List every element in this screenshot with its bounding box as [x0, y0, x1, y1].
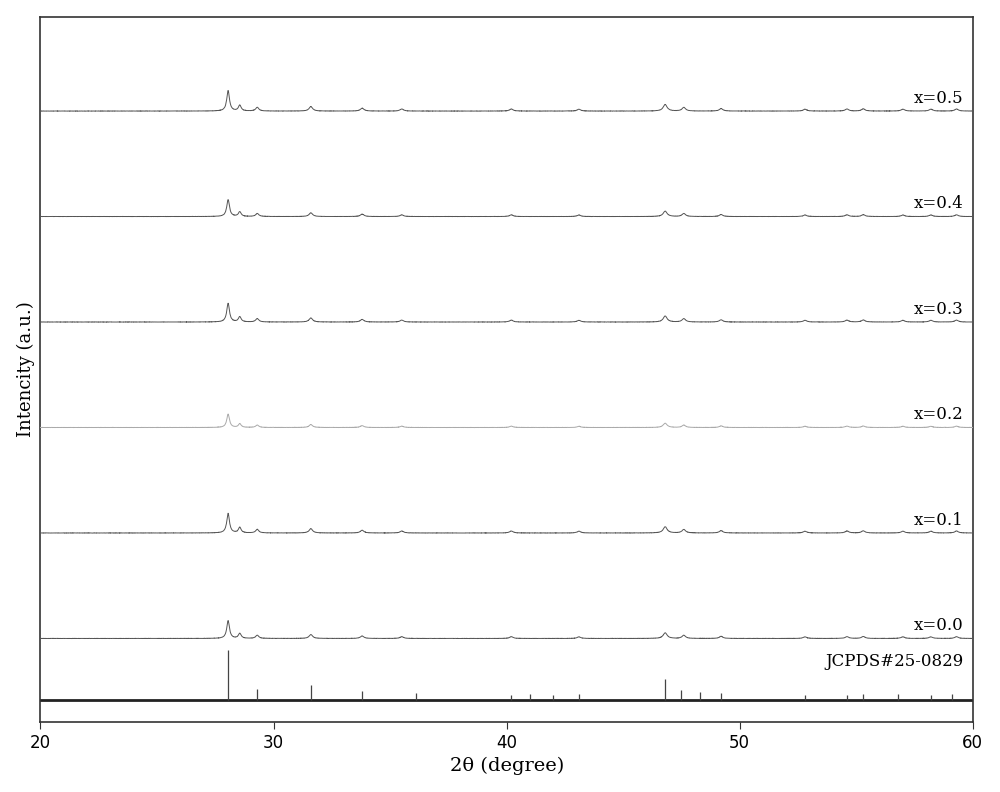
X-axis label: 2θ (degree): 2θ (degree) — [450, 757, 564, 775]
Y-axis label: Intencity (a.u.): Intencity (a.u.) — [17, 301, 35, 437]
Text: x=0.4: x=0.4 — [914, 195, 964, 212]
Text: x=0.2: x=0.2 — [914, 406, 964, 423]
Text: x=0.3: x=0.3 — [914, 301, 964, 318]
Text: x=0.1: x=0.1 — [914, 512, 964, 528]
Text: JCPDS#25-0829: JCPDS#25-0829 — [825, 653, 964, 670]
Text: x=0.5: x=0.5 — [914, 89, 964, 107]
Text: x=0.0: x=0.0 — [914, 617, 964, 634]
